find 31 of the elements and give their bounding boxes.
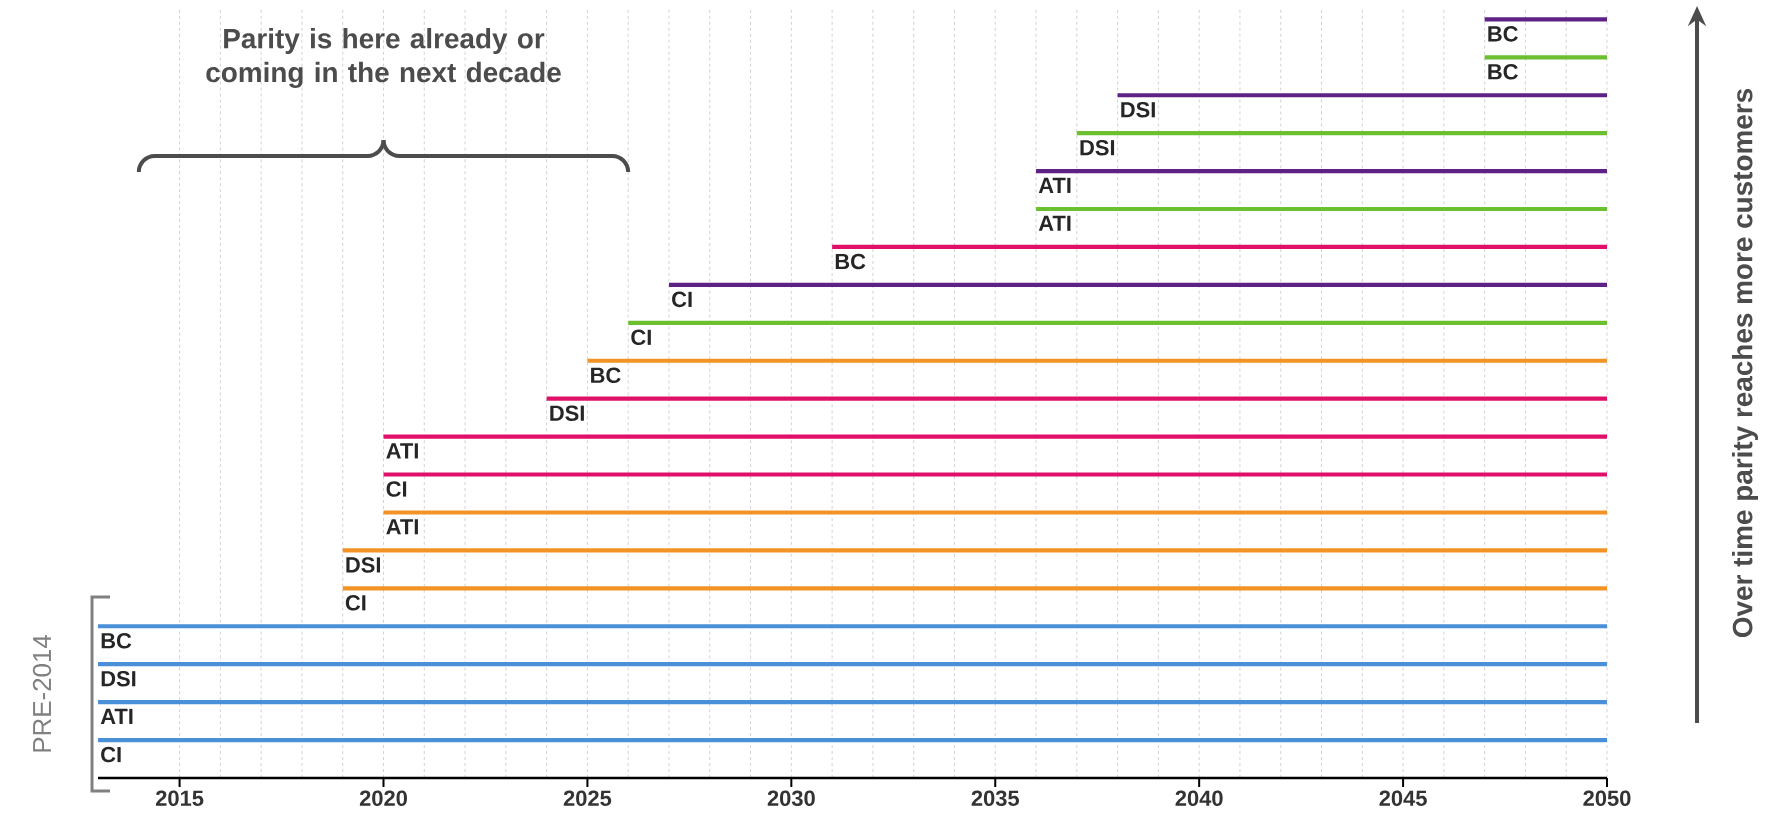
y-tick-label: DSI xyxy=(1080,139,1115,156)
y-tick-label: ATI xyxy=(386,443,418,459)
y-tick-label: CI xyxy=(345,595,366,611)
x-tick-label: 2050 xyxy=(1583,790,1631,807)
y-tick-label: CI xyxy=(672,291,692,308)
y-tick-label: ATI xyxy=(1038,215,1071,231)
y-tick-label: ATI xyxy=(100,708,133,724)
y-tick-label: ATI xyxy=(386,519,418,535)
y-tick-label: DSI xyxy=(346,557,380,573)
x-tick-label: 2035 xyxy=(971,790,1020,807)
annotation: Parity is here already or coming in the next decade xyxy=(206,28,561,88)
y-tick-label: BC xyxy=(835,253,866,270)
text: Over time parity reaches more customers xyxy=(1732,88,1758,638)
x-tick-label: 2045 xyxy=(1379,790,1427,807)
y-tick-label: CI xyxy=(101,746,121,763)
x-tick-label: 2025 xyxy=(563,790,612,807)
y-tick-label: DSI xyxy=(1121,101,1155,118)
x-tick-label: 2020 xyxy=(359,790,407,807)
text: PRE-2014 xyxy=(32,635,52,752)
y-tick-label: BC xyxy=(1488,26,1518,42)
y-tick-label: DSI xyxy=(550,405,584,421)
y-tick-label: DSI xyxy=(101,670,136,687)
y-tick-label: ATI xyxy=(1038,177,1071,193)
x-tick-label: 2040 xyxy=(1175,790,1223,807)
y-tick-label: BC xyxy=(1488,64,1518,80)
y-tick-label: CI xyxy=(631,329,651,346)
y-tick-label: BC xyxy=(101,633,132,649)
x-tick-label: 2015 xyxy=(155,790,204,807)
y-tick-label: BC xyxy=(591,367,621,384)
x-tick-label: 2030 xyxy=(767,790,815,807)
y-tick-label: CI xyxy=(386,481,407,497)
